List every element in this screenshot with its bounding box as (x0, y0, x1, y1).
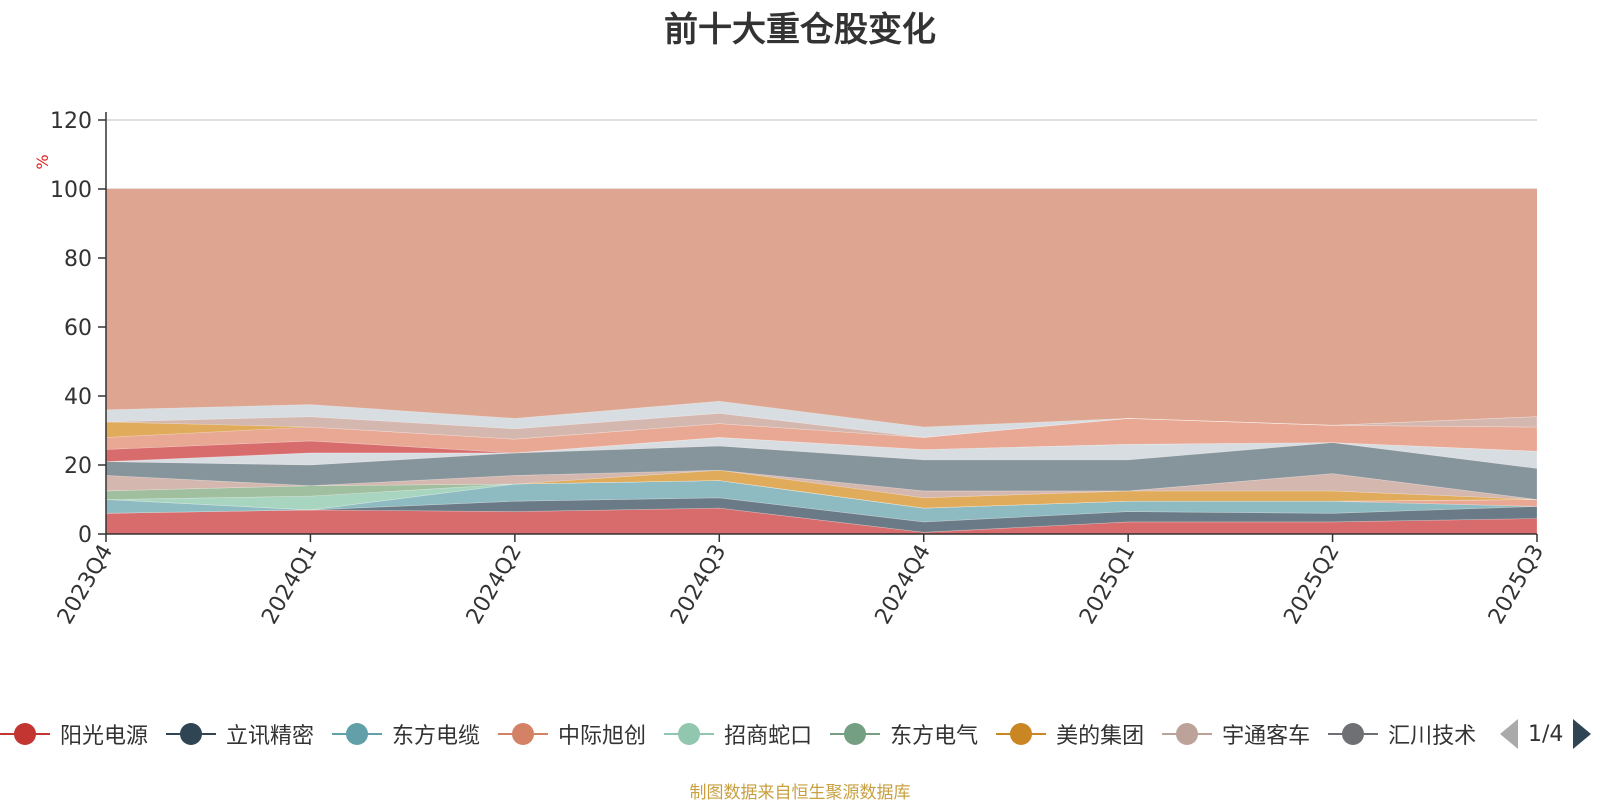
legend-marker-dot (1010, 723, 1033, 745)
legend-item[interactable]: 美的集团 (996, 718, 1144, 750)
y-tick-label: 20 (64, 454, 92, 479)
legend-marker-dot (844, 723, 867, 745)
legend-marker-icon (1162, 719, 1213, 749)
legend-label: 招商蛇口 (724, 724, 813, 749)
x-tick-label: 2024Q2 (462, 541, 527, 629)
x-tick-label: 2024Q1 (257, 541, 322, 629)
legend-item[interactable]: 阳光电源 (0, 718, 148, 750)
y-axis-label: % (33, 154, 52, 169)
legend-marker-dot (14, 723, 36, 745)
area-series-14 (106, 400, 1537, 438)
x-tick-label: 2023Q4 (53, 541, 118, 629)
legend-marker-icon (332, 719, 383, 749)
legend-marker-dot (512, 723, 535, 745)
y-tick-label: 80 (64, 247, 92, 272)
legend-prev-arrow-icon[interactable] (1500, 719, 1518, 749)
data-source-note: 制图数据来自恒生聚源数据库 (689, 783, 911, 803)
legend-label: 宇通客车 (1222, 724, 1311, 749)
legend-item[interactable]: 汇川技术 (1328, 718, 1476, 750)
legend-label: 汇川技术 (1388, 724, 1477, 749)
legend-marker-dot (1342, 723, 1365, 745)
legend-marker-icon (996, 719, 1047, 749)
legend-item[interactable]: 东方电缆 (332, 718, 480, 750)
legend-marker-icon (166, 719, 217, 749)
legend-item[interactable]: 立讯精密 (166, 718, 314, 750)
legend-label: 东方电气 (890, 724, 979, 749)
x-tick-label: 2025Q3 (1484, 541, 1549, 629)
legend-label: 美的集团 (1056, 724, 1145, 749)
legend-marker-dot (180, 723, 203, 745)
chart-title: 前十大重仓股变化 (664, 10, 936, 50)
x-tick-label: 2025Q2 (1279, 541, 1344, 629)
x-tick-label: 2024Q3 (666, 541, 731, 629)
legend-marker-dot (346, 723, 369, 745)
legend-item[interactable]: 宇通客车 (1162, 718, 1310, 750)
x-tick-label: 2024Q4 (871, 541, 936, 629)
legend-marker-dot (1176, 723, 1199, 745)
y-tick-label: 120 (50, 109, 92, 134)
legend-marker-icon (0, 719, 50, 749)
x-tick-label: 2025Q1 (1075, 541, 1140, 629)
legend-marker-icon (498, 719, 549, 749)
y-tick-label: 60 (64, 316, 92, 341)
legend-marker-icon (1328, 719, 1379, 749)
legend-pager: 1/4 (1500, 716, 1592, 752)
legend-marker-icon (664, 719, 715, 749)
legend-label: 阳光电源 (60, 724, 149, 749)
legend-label: 立讯精密 (226, 724, 315, 749)
legend-item[interactable]: 中际旭创 (498, 718, 646, 750)
legend-label: 东方电缆 (392, 724, 481, 749)
y-tick-label: 0 (78, 523, 92, 548)
legend: 阳光电源 立讯精密 东方电缆 中际旭创 招商蛇口 东方电气 美的集团 宇通客车 汇川技术 (0, 716, 1486, 752)
stacked-areas (106, 400, 1537, 535)
legend-marker-dot (678, 723, 701, 745)
legend-item[interactable]: 东方电气 (830, 718, 978, 750)
legend-item[interactable]: 招商蛇口 (664, 718, 812, 750)
legend-page-indicator: 1/4 (1528, 721, 1564, 747)
legend-label: 中际旭创 (558, 724, 647, 749)
legend-next-arrow-icon[interactable] (1573, 719, 1592, 749)
y-tick-label: 40 (64, 385, 92, 410)
area-series-4 (106, 480, 1537, 511)
y-tick-label: 100 (50, 178, 92, 203)
legend-marker-icon (830, 719, 881, 749)
